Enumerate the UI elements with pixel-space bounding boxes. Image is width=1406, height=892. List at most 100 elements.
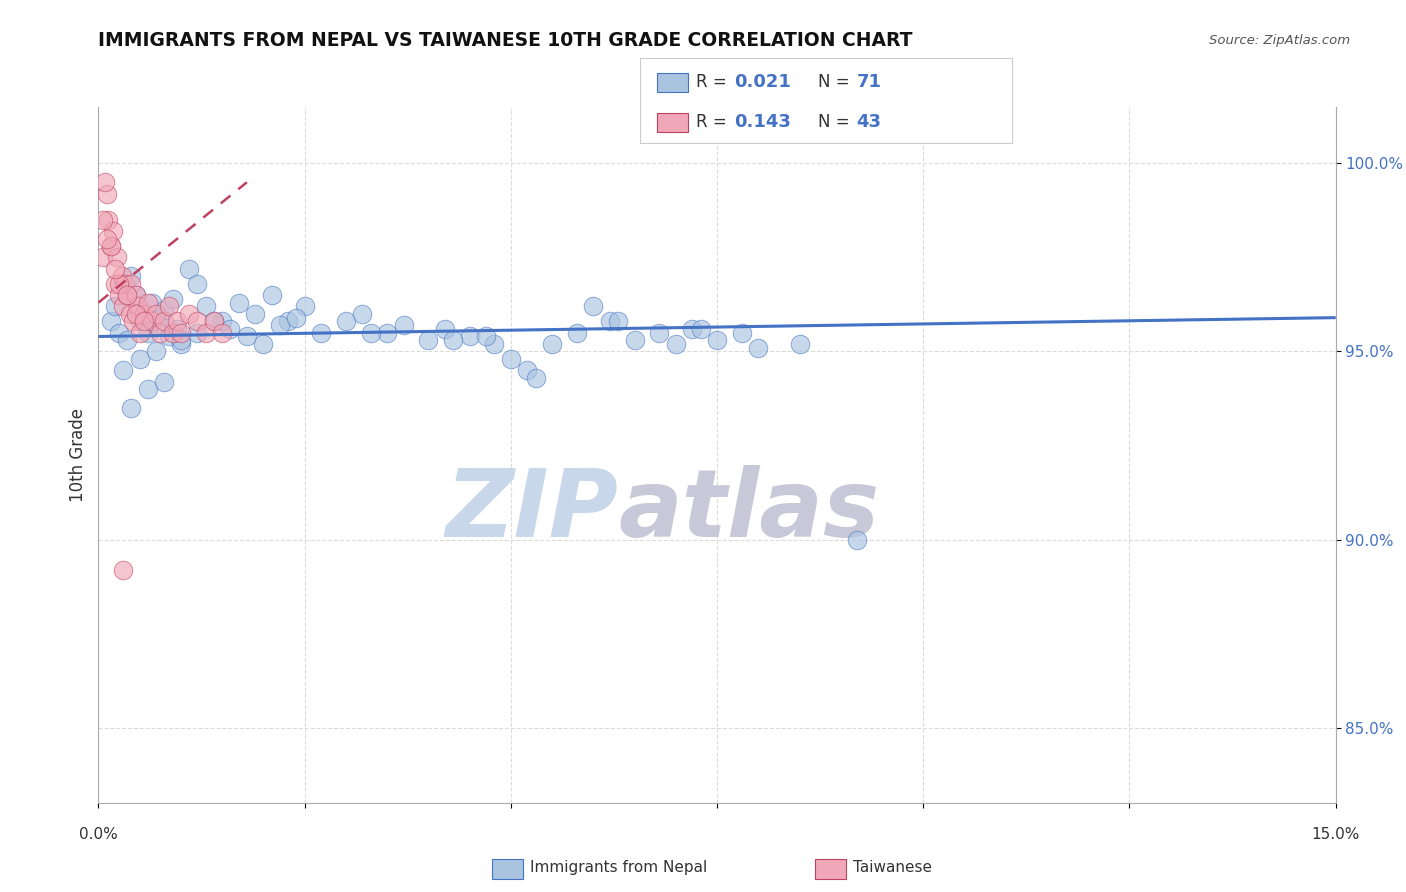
Point bbox=[91, 212, 114, 227]
Point bbox=[243, 307, 266, 321]
Point bbox=[166, 314, 188, 328]
Point bbox=[112, 299, 135, 313]
Point bbox=[145, 318, 167, 333]
Point bbox=[665, 337, 688, 351]
Point bbox=[127, 299, 149, 313]
Point bbox=[153, 375, 176, 389]
Point bbox=[582, 299, 605, 313]
Text: Source: ZipAtlas.com: Source: ZipAtlas.com bbox=[1209, 34, 1350, 46]
Point bbox=[117, 288, 139, 302]
Point bbox=[360, 326, 382, 340]
Point bbox=[524, 371, 547, 385]
Point bbox=[108, 288, 131, 302]
Point bbox=[128, 314, 150, 328]
Point bbox=[94, 175, 117, 189]
Point bbox=[136, 295, 159, 310]
Point bbox=[475, 329, 498, 343]
Point bbox=[105, 251, 128, 265]
Point bbox=[100, 239, 122, 253]
Point bbox=[211, 326, 233, 340]
Point bbox=[112, 277, 135, 291]
Point bbox=[149, 326, 172, 340]
Point bbox=[375, 326, 398, 340]
Point bbox=[179, 261, 201, 276]
Text: Immigrants from Nepal: Immigrants from Nepal bbox=[530, 860, 707, 874]
Point bbox=[681, 322, 703, 336]
Point bbox=[96, 186, 118, 201]
Text: 71: 71 bbox=[856, 73, 882, 91]
Point bbox=[97, 212, 120, 227]
Point bbox=[352, 307, 374, 321]
Point bbox=[124, 288, 146, 302]
Point bbox=[202, 314, 225, 328]
Point bbox=[117, 288, 139, 302]
Point bbox=[789, 337, 811, 351]
Point bbox=[157, 299, 180, 313]
Text: IMMIGRANTS FROM NEPAL VS TAIWANESE 10TH GRADE CORRELATION CHART: IMMIGRANTS FROM NEPAL VS TAIWANESE 10TH … bbox=[98, 30, 912, 50]
Point bbox=[607, 314, 630, 328]
Point bbox=[236, 329, 259, 343]
Point bbox=[100, 239, 122, 253]
Point bbox=[747, 341, 769, 355]
Point bbox=[157, 329, 180, 343]
Point bbox=[623, 333, 645, 347]
Point bbox=[599, 314, 621, 328]
Point bbox=[122, 314, 145, 328]
Point bbox=[211, 314, 233, 328]
Point bbox=[110, 269, 132, 284]
Point bbox=[194, 326, 217, 340]
Text: N =: N = bbox=[818, 112, 855, 130]
Point bbox=[120, 269, 142, 284]
Point bbox=[141, 314, 163, 328]
Point bbox=[516, 363, 538, 377]
Point bbox=[186, 314, 208, 328]
Point bbox=[441, 333, 464, 347]
Point bbox=[166, 322, 188, 336]
Point bbox=[170, 333, 193, 347]
Point bbox=[194, 299, 217, 313]
Text: N =: N = bbox=[818, 73, 855, 91]
Point bbox=[120, 401, 142, 415]
Point bbox=[104, 261, 127, 276]
Point bbox=[689, 322, 711, 336]
Text: atlas: atlas bbox=[619, 465, 879, 557]
Point bbox=[846, 533, 869, 547]
Point bbox=[118, 307, 141, 321]
Point bbox=[124, 307, 146, 321]
Point bbox=[112, 563, 135, 577]
Point bbox=[103, 224, 125, 238]
Point bbox=[219, 322, 242, 336]
Point bbox=[458, 329, 481, 343]
Point bbox=[252, 337, 274, 351]
Text: 43: 43 bbox=[856, 112, 882, 130]
Point bbox=[128, 351, 150, 366]
Text: 0.021: 0.021 bbox=[734, 73, 790, 91]
Y-axis label: 10th Grade: 10th Grade bbox=[69, 408, 87, 502]
Point bbox=[108, 326, 131, 340]
Point bbox=[186, 326, 208, 340]
Point bbox=[648, 326, 671, 340]
Point bbox=[418, 333, 440, 347]
Point bbox=[128, 326, 150, 340]
Point bbox=[228, 295, 250, 310]
Point bbox=[186, 277, 208, 291]
Point bbox=[141, 295, 163, 310]
Point bbox=[162, 292, 184, 306]
Point bbox=[392, 318, 415, 333]
Text: 15.0%: 15.0% bbox=[1312, 827, 1360, 841]
Point bbox=[153, 303, 176, 318]
Point bbox=[132, 307, 155, 321]
Point bbox=[112, 363, 135, 377]
Point bbox=[565, 326, 588, 340]
Point bbox=[179, 307, 201, 321]
Point bbox=[499, 351, 522, 366]
Point bbox=[170, 326, 193, 340]
Point bbox=[170, 337, 193, 351]
Point bbox=[136, 382, 159, 396]
Text: Taiwanese: Taiwanese bbox=[853, 860, 932, 874]
Point bbox=[202, 314, 225, 328]
Text: R =: R = bbox=[696, 73, 733, 91]
Point bbox=[706, 333, 728, 347]
Point bbox=[260, 288, 283, 302]
Text: ZIP: ZIP bbox=[446, 465, 619, 557]
